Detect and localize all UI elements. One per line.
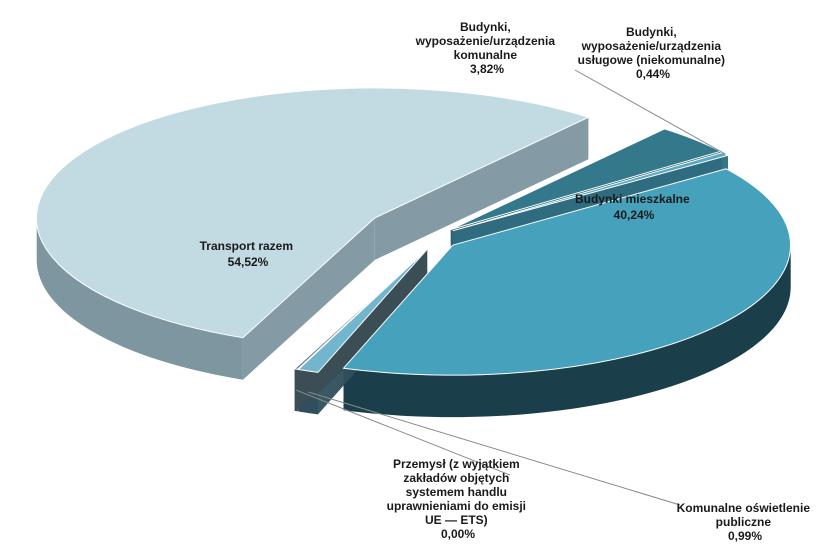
wall-przemysl-1 [294, 249, 427, 411]
leader-budynki-uslugowe [574, 69, 726, 155]
slice-transport [36, 87, 590, 339]
leader-lines [296, 69, 726, 506]
label-transport-razem: Transport razem 54,52% [200, 239, 297, 269]
slice-budynki-mieszkalne [342, 168, 792, 376]
label-budynki-uslugowe: Budynki, wyposażenie/urządzenia usługowe… [578, 25, 729, 81]
label-przemysl: Przemysł (z wyjątkiem zakładów objętych … [387, 457, 530, 541]
wall-transport-0 [242, 218, 375, 380]
label-budynki-mieszkalne: Budynki mieszkalne 40,24% [575, 192, 693, 222]
pie-tops [36, 87, 792, 376]
leader-przemysl [296, 389, 511, 476]
side-transport [36, 218, 243, 380]
slice-oswietlenie [297, 248, 428, 373]
slice-przemysl [293, 248, 427, 370]
side-budynki-mieszkalne [343, 245, 791, 418]
leader-oswietlenie [308, 391, 681, 506]
wall-transport-1 [374, 117, 589, 260]
label-oswietlenie: Komunalne oświetlenie publiczne 0,99% [677, 501, 814, 543]
label-budynki-komunalne: Budynki, wyposażenie/urządzenia komunaln… [415, 20, 559, 76]
slice-labels: Budynki mieszkalne 40,24% Transport raze… [200, 20, 814, 543]
